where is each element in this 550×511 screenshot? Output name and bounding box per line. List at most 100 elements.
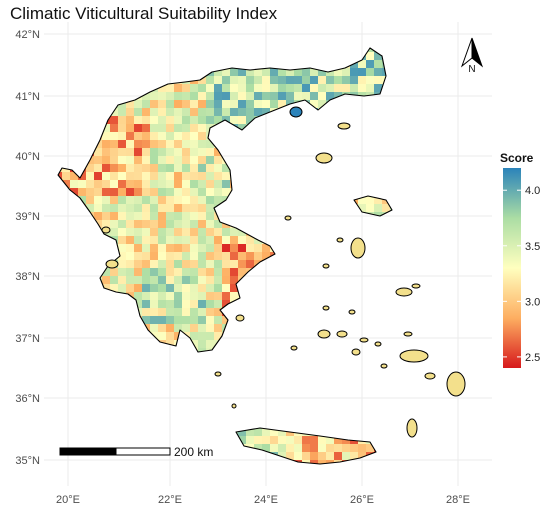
- raster-cell: [198, 380, 206, 388]
- raster-cell: [238, 300, 246, 308]
- raster-cell: [230, 84, 238, 92]
- raster-cell: [374, 188, 382, 196]
- raster-cell: [310, 228, 318, 236]
- raster-cell: [62, 100, 70, 108]
- raster-cell: [278, 436, 286, 444]
- raster-cell: [102, 460, 110, 464]
- raster-cell: [86, 420, 94, 428]
- raster-cell: [62, 388, 70, 396]
- raster-cell: [390, 252, 392, 260]
- raster-cell: [134, 76, 142, 84]
- raster-cell: [246, 204, 254, 212]
- raster-cell: [214, 284, 222, 292]
- raster-cell: [78, 180, 86, 188]
- raster-cell: [278, 172, 286, 180]
- raster-cell: [334, 100, 342, 108]
- raster-cell: [182, 244, 190, 252]
- raster-cell: [62, 132, 70, 140]
- raster-cell: [150, 164, 158, 172]
- raster-cell: [58, 180, 62, 188]
- raster-cell: [94, 420, 102, 428]
- raster-cell: [238, 124, 246, 132]
- raster-cell: [382, 396, 390, 404]
- raster-cell: [294, 76, 302, 84]
- raster-cell: [58, 396, 62, 404]
- raster-cell: [166, 196, 174, 204]
- raster-cell: [342, 148, 350, 156]
- raster-cell: [182, 172, 190, 180]
- raster-cell: [150, 156, 158, 164]
- raster-cell: [350, 324, 358, 332]
- raster-cell: [334, 276, 342, 284]
- raster-cell: [70, 132, 78, 140]
- raster-cell: [278, 156, 286, 164]
- raster-cell: [134, 132, 142, 140]
- raster-cell: [62, 220, 70, 228]
- raster-cell: [166, 276, 174, 284]
- raster-cell: [326, 236, 334, 244]
- raster-cell: [58, 188, 62, 196]
- raster-cell: [318, 292, 326, 300]
- raster-cell: [110, 292, 118, 300]
- raster-cell: [222, 268, 230, 276]
- raster-cell: [262, 244, 270, 252]
- raster-cell: [102, 308, 110, 316]
- raster-cell: [190, 252, 198, 260]
- raster-cell: [326, 220, 334, 228]
- raster-cell: [286, 132, 294, 140]
- raster-cell: [230, 292, 238, 300]
- raster-cell: [382, 188, 390, 196]
- raster-cell: [110, 52, 118, 60]
- raster-cell: [286, 300, 294, 308]
- raster-cell: [246, 380, 254, 388]
- raster-cell: [174, 132, 182, 140]
- raster-cell: [78, 260, 86, 268]
- raster-cell: [198, 140, 206, 148]
- raster-cell: [206, 108, 214, 116]
- raster-cell: [278, 364, 286, 372]
- raster-cell: [350, 140, 358, 148]
- raster-cell: [326, 108, 334, 116]
- raster-cell: [342, 444, 350, 452]
- raster-cell: [382, 340, 390, 348]
- raster-cell: [110, 372, 118, 380]
- scale-bar: 200 km: [59, 445, 213, 459]
- raster-cell: [126, 460, 134, 464]
- raster-cell: [334, 308, 342, 316]
- raster-cell: [110, 60, 118, 68]
- raster-cell: [86, 276, 94, 284]
- raster-cell: [102, 100, 110, 108]
- raster-cell: [198, 60, 206, 68]
- raster-cell: [246, 316, 254, 324]
- raster-cell: [198, 436, 206, 444]
- raster-cell: [230, 340, 238, 348]
- raster-cell: [190, 284, 198, 292]
- raster-cell: [190, 140, 198, 148]
- raster-cell: [238, 48, 246, 52]
- raster-cell: [158, 108, 166, 116]
- raster-cell: [350, 100, 358, 108]
- raster-cell: [246, 84, 254, 92]
- raster-cell: [142, 100, 150, 108]
- raster-cell: [142, 380, 150, 388]
- raster-cell: [350, 84, 358, 92]
- raster-cell: [374, 244, 382, 252]
- raster-cell: [294, 284, 302, 292]
- raster-cell: [58, 324, 62, 332]
- raster-cell: [110, 340, 118, 348]
- raster-cell: [326, 164, 334, 172]
- raster-cell: [190, 100, 198, 108]
- raster-cell: [238, 276, 246, 284]
- raster-cell: [238, 444, 246, 452]
- raster-cell: [334, 372, 342, 380]
- raster-cell: [222, 276, 230, 284]
- raster-cell: [166, 292, 174, 300]
- raster-cell: [286, 460, 294, 464]
- raster-cell: [310, 244, 318, 252]
- raster-cell: [214, 260, 222, 268]
- raster-cell: [110, 124, 118, 132]
- raster-cell: [166, 84, 174, 92]
- raster-cell: [254, 220, 262, 228]
- raster-cell: [198, 220, 206, 228]
- raster-cell: [198, 92, 206, 100]
